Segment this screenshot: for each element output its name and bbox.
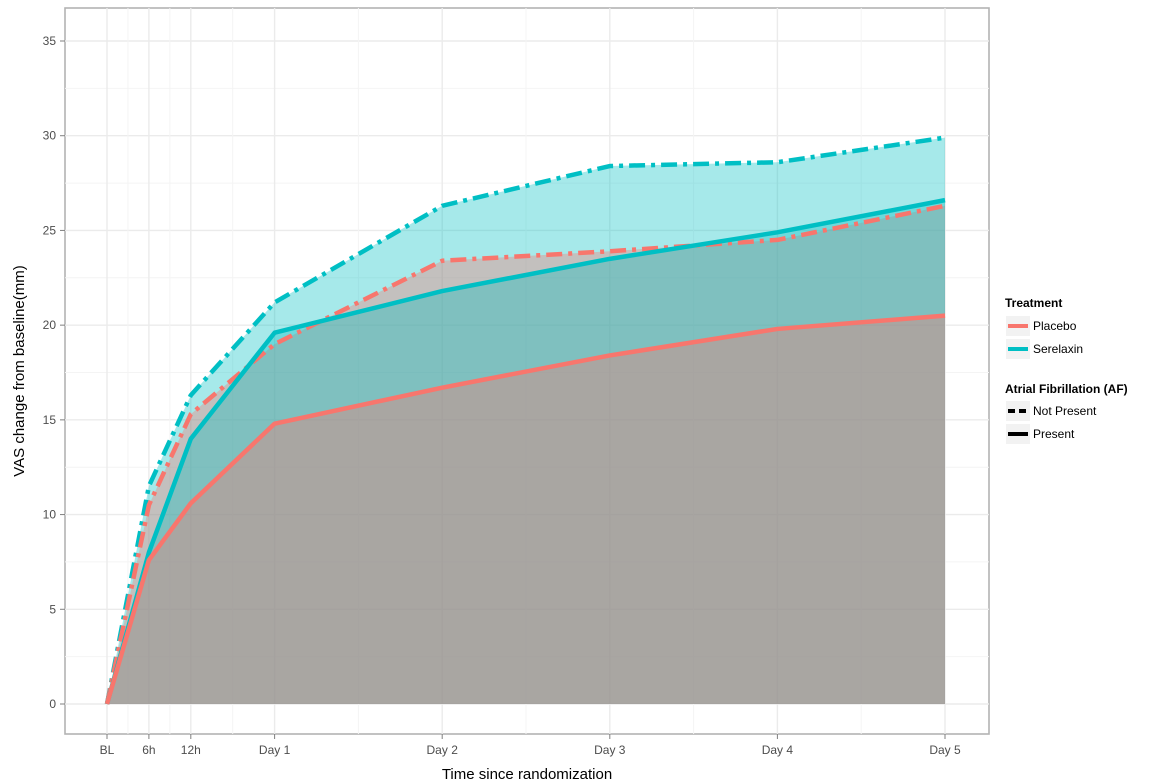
- legend-treatment-title: Treatment: [1005, 296, 1062, 310]
- y-tick-label: 30: [43, 129, 57, 143]
- x-axis-title: Time since randomization: [442, 766, 612, 783]
- x-tick-label: BL: [100, 743, 115, 757]
- grid-layer: [65, 8, 989, 734]
- y-tick-label: 0: [49, 697, 56, 711]
- y-axis-ticks: 0 5 10 15 20 25 30 35: [43, 34, 65, 711]
- line-serelaxin-not-present: [104, 135, 946, 705]
- y-tick-label: 5: [49, 602, 56, 616]
- legend-label-serelaxin: Serelaxin: [1033, 342, 1083, 356]
- legend-af-title: Atrial Fibrillation (AF): [1005, 382, 1128, 396]
- y-tick-label: 15: [43, 413, 57, 427]
- y-tick-label: 20: [43, 318, 57, 332]
- line-layer: [104, 135, 946, 705]
- legend-label-not-present: Not Present: [1033, 404, 1097, 418]
- legend-label-present: Present: [1033, 427, 1075, 441]
- line-placebo-not-present: [104, 203, 946, 705]
- legend-label-placebo: Placebo: [1033, 319, 1077, 333]
- x-tick-label: 12h: [181, 743, 201, 757]
- line-placebo-present: [104, 313, 946, 705]
- x-tick-label: Day 3: [594, 743, 626, 757]
- y-tick-label: 35: [43, 34, 57, 48]
- y-tick-label: 25: [43, 223, 57, 237]
- y-tick-label: 10: [43, 508, 57, 522]
- line-serelaxin-present: [104, 197, 946, 705]
- x-tick-label: Day 4: [762, 743, 794, 757]
- x-tick-label: Day 2: [427, 743, 459, 757]
- area-placebo-not-present: [107, 205, 945, 704]
- x-axis-ticks: BL 6h 12h Day 1 Day 2 Day 3 Day 4 Day 5: [100, 734, 961, 757]
- y-axis-title: VAS change from baseline(mm): [11, 265, 28, 476]
- x-tick-label: 6h: [142, 743, 155, 757]
- x-tick-label: Day 5: [929, 743, 961, 757]
- x-tick-label: Day 1: [259, 743, 291, 757]
- area-serelaxin-present: [107, 200, 945, 704]
- legend: Treatment Placebo Serelaxin Atrial Fibri…: [1005, 296, 1128, 444]
- area-placebo-present: [107, 315, 945, 704]
- legend-key-not-present-bg: [1006, 401, 1030, 421]
